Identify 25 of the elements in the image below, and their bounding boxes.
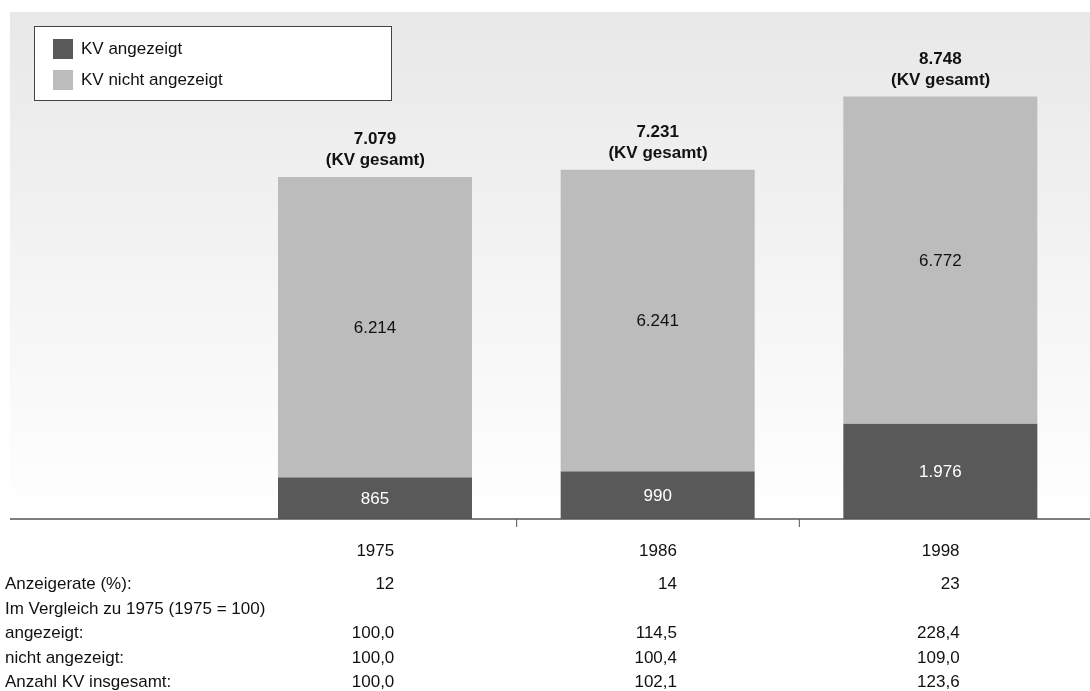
annotation: (KV gesamt): [325, 150, 425, 170]
legend-label: KV nicht angezeigt: [81, 69, 223, 89]
total-label: 7.231: [636, 121, 679, 141]
x-tick-label: 1986: [639, 541, 677, 560]
data-label: 865: [360, 488, 390, 508]
x-tick-label: 1975: [356, 541, 395, 560]
annotation: (KV gesamt): [891, 69, 991, 89]
annotation: (KV gesamt): [608, 142, 708, 162]
text: nicht angezeigt: 100,0 100,4 109,0: [5, 647, 960, 667]
total-label: 8.748: [919, 48, 962, 68]
text: Im Vergleich zu 1975 (1975 = 100): [5, 598, 266, 618]
total-label: 7.079: [353, 129, 397, 149]
text: Anzeigerate (%): 12 14 23: [5, 574, 960, 593]
bar: [278, 177, 472, 478]
legend-label: KV angezeigt: [81, 38, 183, 58]
x-tick-label: 1998: [921, 541, 960, 560]
text: Anzahl KV insgesamt: 100,0 102,1 123,6: [5, 672, 960, 691]
data-label: 1.976: [919, 461, 962, 481]
data-label: 6.772: [919, 250, 962, 270]
data-label: 6.214: [353, 317, 397, 337]
data-label: 990: [643, 485, 672, 505]
text: angezeigt: 100,0 114,5 228,4: [5, 623, 960, 642]
bar: [843, 96, 1038, 424]
data-label: 6.241: [636, 310, 679, 330]
bar: [560, 169, 755, 472]
